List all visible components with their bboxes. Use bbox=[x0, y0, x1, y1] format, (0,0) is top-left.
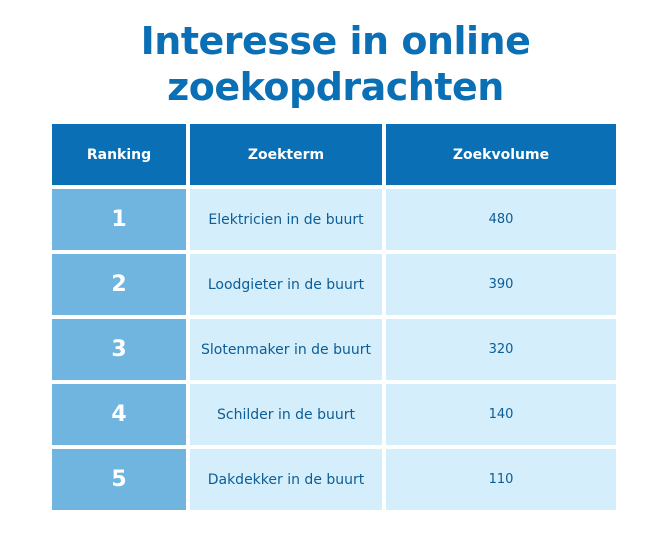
volume-cell: 110 bbox=[386, 449, 616, 510]
term-cell: Schilder in de buurt bbox=[190, 384, 382, 445]
title-line-2: zoekopdrachten bbox=[167, 65, 504, 109]
volume-cell: 140 bbox=[386, 384, 616, 445]
term-cell: Elektricien in de buurt bbox=[190, 189, 382, 250]
rank-cell: 2 bbox=[52, 254, 186, 315]
table-row: 2 Loodgieter in de buurt 390 bbox=[52, 254, 620, 315]
title-line-1: Interesse in online bbox=[140, 19, 531, 63]
term-cell: Slotenmaker in de buurt bbox=[190, 319, 382, 380]
page-title: Interesse in online zoekopdrachten bbox=[0, 18, 671, 110]
rank-cell: 3 bbox=[52, 319, 186, 380]
header-zoekterm: Zoekterm bbox=[190, 124, 382, 185]
header-ranking: Ranking bbox=[52, 124, 186, 185]
term-cell: Loodgieter in de buurt bbox=[190, 254, 382, 315]
table-row: 3 Slotenmaker in de buurt 320 bbox=[52, 319, 620, 380]
volume-cell: 320 bbox=[386, 319, 616, 380]
table-row: 4 Schilder in de buurt 140 bbox=[52, 384, 620, 445]
table-row: 5 Dakdekker in de buurt 110 bbox=[52, 449, 620, 510]
rank-cell: 5 bbox=[52, 449, 186, 510]
rank-cell: 4 bbox=[52, 384, 186, 445]
header-zoekvolume: Zoekvolume bbox=[386, 124, 616, 185]
table-row: 1 Elektricien in de buurt 480 bbox=[52, 189, 620, 250]
volume-cell: 390 bbox=[386, 254, 616, 315]
table-header-row: Ranking Zoekterm Zoekvolume bbox=[52, 124, 620, 185]
rank-cell: 1 bbox=[52, 189, 186, 250]
term-cell: Dakdekker in de buurt bbox=[190, 449, 382, 510]
volume-cell: 480 bbox=[386, 189, 616, 250]
search-volume-table: Ranking Zoekterm Zoekvolume 1 Elektricie… bbox=[52, 124, 620, 510]
